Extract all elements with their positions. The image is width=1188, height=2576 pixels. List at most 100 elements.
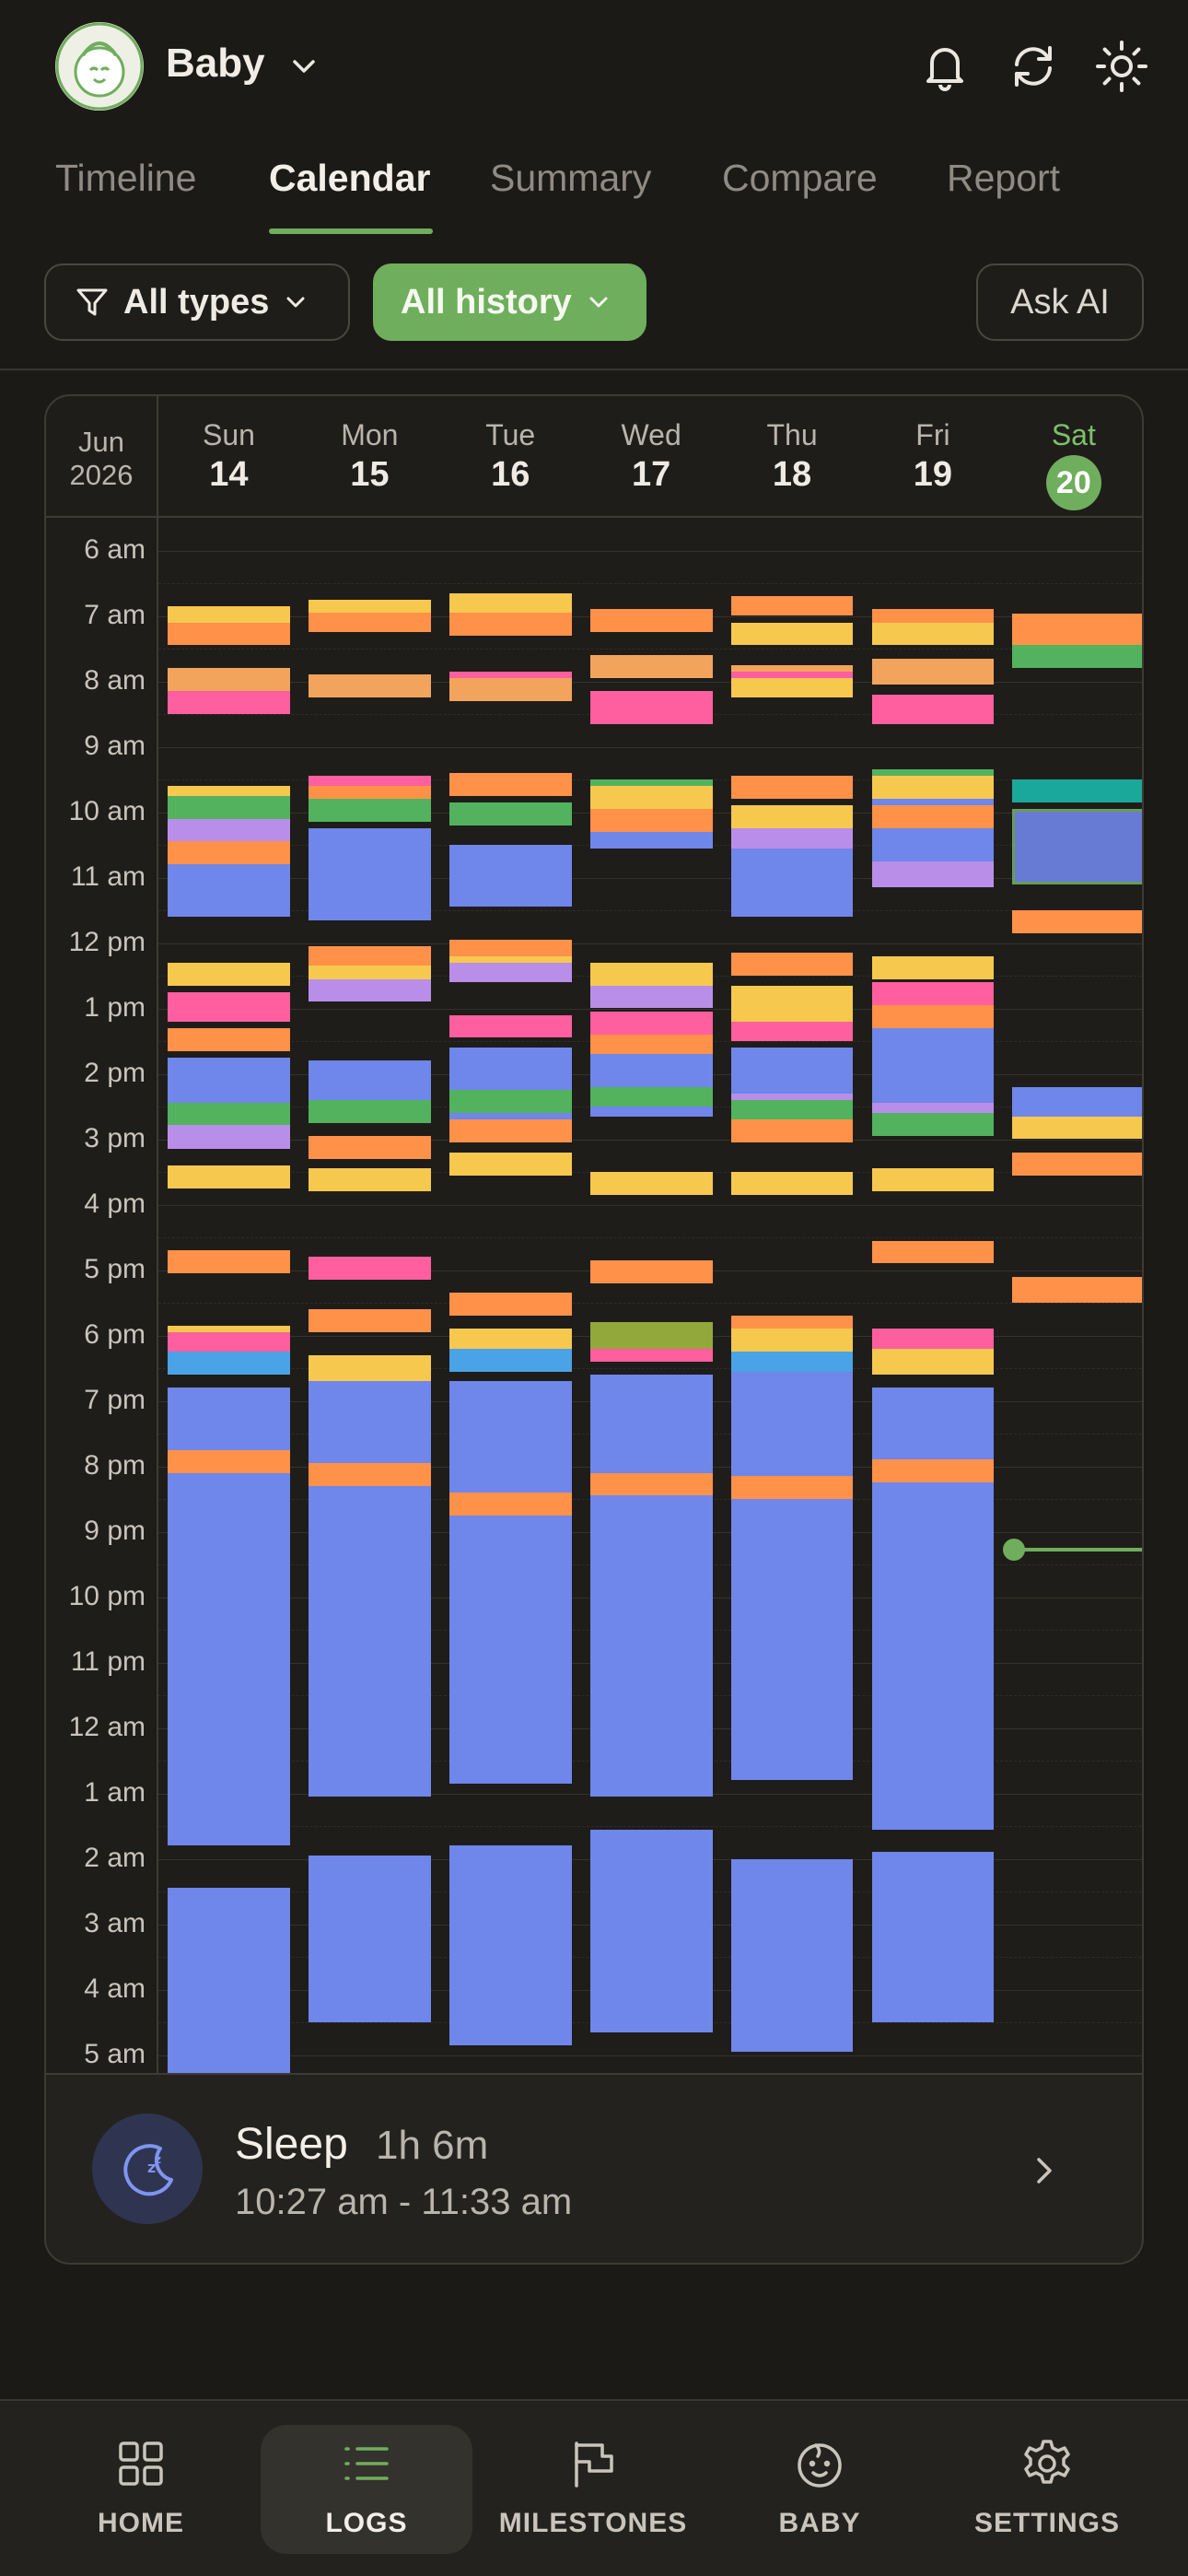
day-header-sat[interactable]: Sat 20: [1003, 396, 1142, 516]
green-event-block[interactable]: [589, 779, 713, 787]
orange-event-block[interactable]: [730, 1476, 854, 1499]
orange-event-block[interactable]: [448, 612, 572, 636]
pink-event-block[interactable]: [168, 991, 290, 1022]
sleep-event-block[interactable]: [168, 1057, 290, 1104]
orange-event-block[interactable]: [871, 609, 995, 623]
sleep-event-block[interactable]: [589, 831, 713, 849]
yellow-event-block[interactable]: [448, 1152, 572, 1176]
pink-event-block[interactable]: [871, 694, 995, 724]
orange-event-block[interactable]: [308, 1135, 431, 1159]
orange-event-block[interactable]: [168, 622, 290, 646]
nav-logs[interactable]: LOGS: [261, 2425, 472, 2554]
orange-event-block[interactable]: [589, 1259, 713, 1283]
selected-event-card[interactable]: z z Sleep 1h 6m 10:27 am - 11:33 am: [44, 2073, 1144, 2265]
yellow-event-block[interactable]: [730, 1172, 854, 1195]
day-header-fri[interactable]: Fri 19: [863, 396, 1004, 516]
ask-ai-button[interactable]: Ask AI: [976, 263, 1144, 341]
purple-event-block[interactable]: [871, 861, 995, 888]
sleep-event-block[interactable]: [730, 1858, 854, 2052]
sleep-event-block[interactable]: [308, 1485, 431, 1797]
yellow-event-block[interactable]: [448, 1329, 572, 1349]
sleep-event-block[interactable]: [168, 864, 290, 918]
green-event-block[interactable]: [871, 1113, 995, 1136]
pink-event-block[interactable]: [871, 1329, 995, 1349]
yellow-event-block[interactable]: [589, 1172, 713, 1195]
yellow-event-block[interactable]: [730, 985, 854, 1005]
pink-event-block[interactable]: [168, 1331, 290, 1352]
baby-name[interactable]: Baby: [166, 41, 265, 86]
purple-event-block[interactable]: [448, 962, 572, 983]
tab-compare[interactable]: Compare: [722, 157, 878, 199]
orange-event-block[interactable]: [448, 1293, 572, 1317]
blue-event-block[interactable]: [730, 1352, 854, 1372]
orange-event-block[interactable]: [1012, 1152, 1142, 1176]
sleep-event-block[interactable]: [589, 1375, 713, 1473]
purple-event-block[interactable]: [871, 1103, 995, 1114]
sleep-event-block[interactable]: [168, 1888, 290, 2077]
yellow-event-block[interactable]: [730, 677, 854, 698]
pink-event-block[interactable]: [308, 1257, 431, 1281]
tan-event-block[interactable]: [308, 674, 431, 698]
day-header-thu[interactable]: Thu 18: [722, 396, 863, 516]
sleep-event-block[interactable]: [448, 1381, 572, 1493]
green-event-block[interactable]: [448, 1090, 572, 1114]
purple-event-block[interactable]: [589, 985, 713, 1009]
sleep-event-block[interactable]: [589, 1495, 713, 1797]
yellow-event-block[interactable]: [448, 955, 572, 963]
orange-event-block[interactable]: [589, 1472, 713, 1496]
orange-event-block[interactable]: [1012, 910, 1142, 933]
pink-event-block[interactable]: [448, 671, 572, 678]
sun-icon[interactable]: [1092, 37, 1151, 96]
nav-settings[interactable]: SETTINGS: [941, 2425, 1153, 2554]
sync-icon[interactable]: [1004, 37, 1063, 96]
green-event-block[interactable]: [730, 1099, 854, 1120]
orange-event-block[interactable]: [308, 612, 431, 633]
sleep-event-block[interactable]: [448, 1845, 572, 2045]
orange-event-block[interactable]: [730, 953, 854, 976]
purple-event-block[interactable]: [308, 978, 431, 1002]
yellow-event-block[interactable]: [871, 955, 995, 979]
orange-event-block[interactable]: [589, 1034, 713, 1055]
orange-event-block[interactable]: [1012, 1276, 1142, 1287]
blue-event-block[interactable]: [448, 1348, 572, 1372]
olive-event-block[interactable]: [589, 1322, 713, 1349]
green-event-block[interactable]: [1012, 645, 1142, 669]
sleep-event-block[interactable]: [168, 1472, 290, 1846]
tan-event-block[interactable]: [589, 655, 713, 678]
sleep-event-block[interactable]: [871, 1388, 995, 1460]
sleep-event-block[interactable]: [308, 1855, 431, 2022]
yellow-event-block[interactable]: [871, 622, 995, 646]
pink-event-block[interactable]: [308, 776, 431, 787]
yellow-event-block[interactable]: [730, 1329, 854, 1352]
yellow-event-block[interactable]: [871, 1348, 995, 1376]
sleep-event-block[interactable]: [730, 1371, 854, 1477]
yellow-event-block[interactable]: [168, 1325, 290, 1332]
tan-event-block[interactable]: [448, 677, 572, 701]
nav-home[interactable]: HOME: [35, 2425, 247, 2554]
sleep-event-block[interactable]: [308, 828, 431, 920]
type-filter-button[interactable]: All types: [44, 263, 350, 341]
yellow-event-block[interactable]: [589, 786, 713, 809]
sleep-event-block[interactable]: [448, 1113, 572, 1120]
baby-avatar[interactable]: [55, 22, 144, 111]
yellow-event-block[interactable]: [871, 776, 995, 800]
orange-event-block[interactable]: [308, 946, 431, 966]
yellow-event-block[interactable]: [168, 605, 290, 623]
pink-event-block[interactable]: [168, 691, 290, 714]
orange-event-block[interactable]: [730, 1119, 854, 1143]
orange-event-block[interactable]: [448, 1492, 572, 1516]
orange-event-block[interactable]: [168, 1027, 290, 1051]
green-event-block[interactable]: [168, 1103, 290, 1125]
yellow-event-block[interactable]: [730, 622, 854, 646]
orange-event-block[interactable]: [871, 1004, 995, 1028]
history-filter-button[interactable]: All history: [373, 263, 646, 341]
yellow-event-block[interactable]: [308, 1168, 431, 1192]
yellow-event-block[interactable]: [448, 592, 572, 613]
tan-event-block[interactable]: [871, 658, 995, 685]
pink-event-block[interactable]: [730, 1021, 854, 1041]
orange-event-block[interactable]: [448, 1119, 572, 1143]
pink-event-block[interactable]: [730, 671, 854, 678]
day-header-sun[interactable]: Sun 14: [158, 396, 299, 516]
orange-event-block[interactable]: [589, 808, 713, 832]
yellow-event-block[interactable]: [168, 786, 290, 796]
